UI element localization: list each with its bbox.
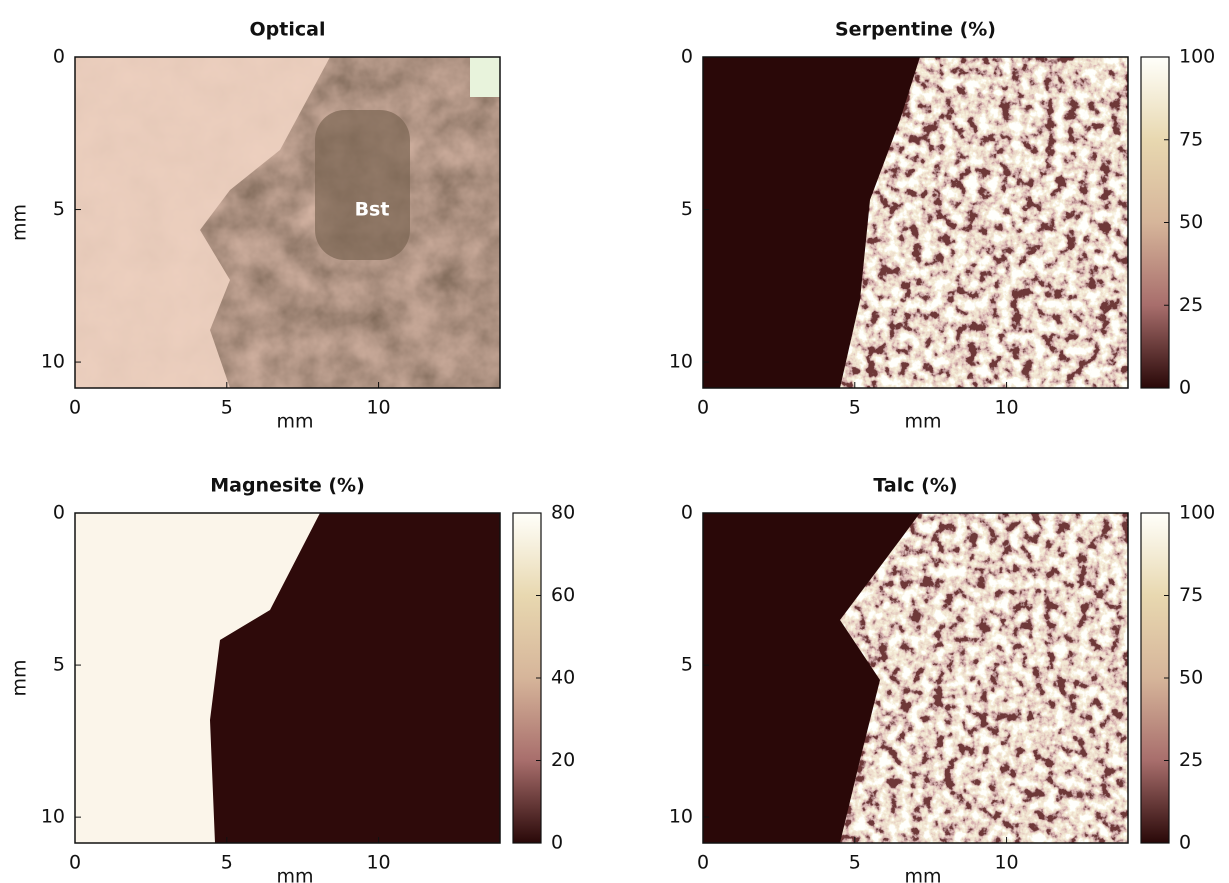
colorbar-tick-label: 75 [1179, 584, 1203, 606]
colorbar-tick-label: 100 [1179, 46, 1215, 68]
colorbar-tick-label: 100 [1179, 502, 1215, 524]
x-tick-label: 5 [221, 397, 233, 419]
y-tick-label: 5 [681, 198, 693, 220]
colorbar-tick-label: 20 [551, 749, 575, 771]
y-tick-label: 10 [669, 806, 693, 828]
colorbar-tick-label: 0 [1179, 377, 1191, 399]
optical-image [75, 57, 500, 388]
x-tick-label: 10 [994, 397, 1018, 419]
annotation: Bst [355, 199, 390, 221]
x-axis-label: mm [904, 411, 941, 433]
colorbar-tick-label: 75 [1179, 128, 1203, 150]
colorbar-tick-label: 25 [1179, 294, 1203, 316]
axes-frame [702, 56, 1129, 389]
x-tick-label: 10 [366, 397, 390, 419]
colorbar-tick-label: 40 [551, 667, 575, 689]
y-tick-label: 0 [681, 502, 693, 524]
x-tick-label: 0 [697, 397, 709, 419]
colorbar-tick-label: 80 [551, 502, 575, 524]
axes-frame [74, 56, 501, 389]
x-axis-label: mm [904, 866, 941, 883]
colorbar-tick-label: 50 [1179, 211, 1203, 233]
colorbar-tick-label: 50 [1179, 667, 1203, 689]
x-tick-label: 0 [697, 852, 709, 874]
panel-title: Magnesite (%) [210, 475, 365, 497]
axes-frame [702, 512, 1129, 844]
y-axis-label: mm [9, 204, 31, 241]
y-tick-label: 0 [681, 46, 693, 68]
y-tick-label: 5 [53, 654, 65, 676]
y-tick-label: 10 [669, 351, 693, 373]
serpentine-map [703, 57, 1128, 388]
y-tick-label: 10 [41, 806, 65, 828]
x-tick-label: 5 [849, 852, 861, 874]
x-axis-label: mm [276, 866, 313, 883]
colorbar-tick-label: 0 [1179, 832, 1191, 854]
panel-title: Serpentine (%) [835, 19, 996, 41]
y-axis-label: mm [9, 659, 31, 696]
axes-frame [74, 512, 501, 844]
x-tick-label: 5 [849, 397, 861, 419]
x-tick-label: 10 [366, 852, 390, 874]
panel-title: Talc (%) [873, 475, 957, 497]
talc-map [703, 513, 1128, 843]
y-tick-label: 10 [41, 351, 65, 373]
x-tick-label: 5 [221, 852, 233, 874]
x-tick-label: 0 [69, 397, 81, 419]
colorbar-tick-label: 25 [1179, 749, 1203, 771]
y-tick-label: 5 [681, 654, 693, 676]
colorbar-tick-label: 0 [551, 832, 563, 854]
x-tick-label: 10 [994, 852, 1018, 874]
x-axis-label: mm [276, 411, 313, 433]
colorbar-tick-label: 60 [551, 584, 575, 606]
x-tick-label: 0 [69, 852, 81, 874]
y-tick-label: 0 [53, 502, 65, 524]
panel-title: Optical [250, 19, 326, 41]
y-tick-label: 0 [53, 46, 65, 68]
y-tick-label: 5 [53, 198, 65, 220]
magnesite-map [75, 513, 500, 843]
